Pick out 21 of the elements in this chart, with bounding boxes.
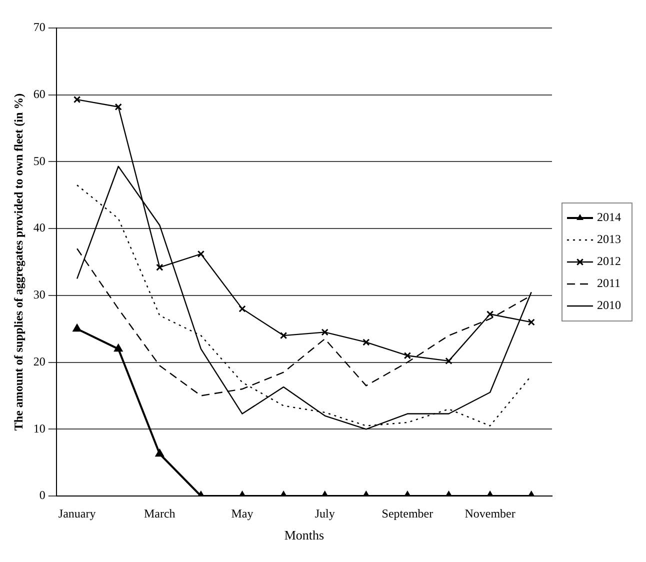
x-tick-label: January (58, 506, 96, 520)
x-tick-label: November (464, 506, 516, 520)
y-axis-title: The amount of supplies of aggregates provided to own fleet (in %) (11, 93, 26, 431)
x-tick-label: September (382, 506, 434, 520)
legend-label: 2014 (597, 210, 621, 224)
y-tick-label: 50 (33, 154, 46, 168)
x-tick-label: May (231, 506, 254, 520)
legend-label: 2010 (597, 298, 621, 312)
x-tick-label: July (314, 506, 335, 520)
y-tick-label: 70 (33, 20, 46, 34)
y-tick-label: 0 (39, 488, 46, 502)
y-tick-label: 40 (33, 220, 46, 235)
y-tick-label: 10 (33, 421, 46, 436)
x-axis-title: Months (284, 528, 324, 543)
legend-label: 2011 (597, 276, 621, 290)
legend-label: 2013 (597, 232, 621, 246)
y-tick-label: 30 (33, 288, 46, 302)
y-tick-label: 20 (33, 354, 46, 368)
x-tick-label: March (144, 506, 176, 520)
y-tick-label: 60 (33, 87, 46, 102)
legend-label: 2012 (597, 254, 621, 268)
